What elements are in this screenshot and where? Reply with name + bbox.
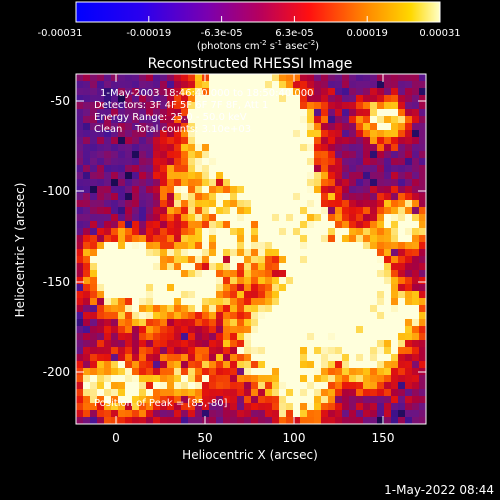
x-axis-label: Heliocentric X (arcsec) xyxy=(182,448,318,462)
y-tick-label: -200 xyxy=(43,365,70,379)
x-tick-label: 50 xyxy=(197,431,212,445)
peak-position-annotation: Position of Peak = [85,-80] xyxy=(94,398,228,409)
colorbar-tick-label: -0.00019 xyxy=(126,28,171,39)
detectors-annotation: Detectors: 3F 4F 5F 6F 7F 8F, Att 1 xyxy=(94,100,268,111)
colorbar-ticks xyxy=(75,16,441,22)
colorbar-tick-label: -0.00031 xyxy=(38,28,83,39)
colorbar-tick-label: 0.00019 xyxy=(347,28,388,39)
colorbar-tick-label: 6.3e-05 xyxy=(275,28,313,39)
time-range-annotation: 1-May-2003 18:46:40.000 to 18:50:40.000 xyxy=(100,88,313,99)
y-tick-label: -100 xyxy=(43,184,70,198)
x-tick-label: 0 xyxy=(112,431,120,445)
axis-ticks xyxy=(76,74,426,424)
colorbar-tick-label: -6.3e-05 xyxy=(201,28,243,39)
colorbar-unit-label: (photons cm-2 s-1 asec-2) xyxy=(197,39,319,52)
y-tick-label: -150 xyxy=(43,275,70,289)
clean-counts-annotation: Clean Total counts: 3.10e+03 xyxy=(94,124,251,135)
plot-title: Reconstructed RHESSI Image xyxy=(148,56,353,72)
energy-range-annotation: Energy Range: 25.0 - 50.0 keV xyxy=(94,112,247,123)
colorbar xyxy=(75,1,441,23)
rhessi-image xyxy=(76,74,426,424)
y-tick-label: -50 xyxy=(50,94,70,108)
plot-frame xyxy=(75,73,427,425)
x-tick-label: 100 xyxy=(283,431,306,445)
x-tick-label: 150 xyxy=(372,431,395,445)
y-axis-label: Heliocentric Y (arcsec) xyxy=(13,183,27,318)
footer-timestamp: 1-May-2022 08:44 xyxy=(384,483,494,497)
colorbar-tick-label: 0.00031 xyxy=(419,28,460,39)
